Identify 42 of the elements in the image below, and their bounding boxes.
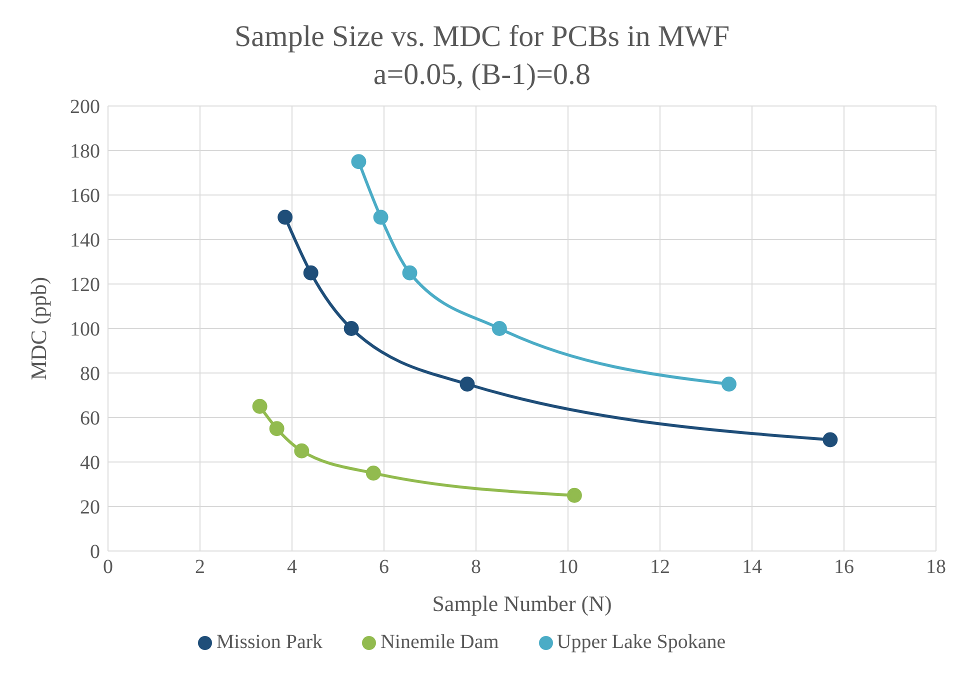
x-tick-label: 12 [650, 556, 670, 578]
point [492, 321, 507, 336]
x-tick-label: 18 [926, 556, 946, 578]
point [351, 154, 366, 170]
legend-label: Ninemile Dam [380, 631, 499, 653]
y-tick-label: 160 [70, 185, 100, 208]
y-tick-label: 180 [70, 140, 100, 163]
point [269, 421, 284, 436]
x-tick-label: 4 [287, 556, 297, 578]
point [366, 466, 381, 481]
y-tick-label: 40 [80, 452, 100, 474]
x-tick-label: 2 [195, 556, 205, 578]
point [373, 210, 388, 225]
legend-label: Upper Lake Spokane [556, 631, 726, 653]
y-tick-label: 80 [80, 363, 100, 386]
legend-label: Mission Park [216, 631, 322, 653]
point [278, 210, 293, 225]
point [822, 432, 838, 448]
chart-subtitle: a=0.05, (B-1)=0.8 [372, 57, 592, 93]
y-axis-title: MDC (ppb) [26, 276, 51, 380]
x-axis-title: Sample Number (N) [432, 591, 612, 616]
point [252, 398, 268, 414]
y-tick-label: 100 [70, 318, 100, 341]
x-tick-label: 6 [379, 556, 389, 578]
y-tick-label: 0 [90, 541, 100, 564]
y-tick-label: 20 [80, 496, 100, 519]
x-tick-label: 8 [471, 556, 481, 578]
x-tick-label: 16 [834, 556, 854, 578]
chart-title: Sample Size vs. MDC for PCBs in MWF [233, 19, 731, 55]
point [722, 376, 736, 392]
y-tick-label: 60 [80, 408, 100, 430]
y-tick-label: 200 [70, 96, 100, 118]
y-tick-label: 120 [70, 274, 100, 296]
x-tick-label: 10 [558, 556, 578, 578]
point [460, 376, 475, 392]
x-tick-label: 14 [742, 556, 762, 578]
point [566, 488, 582, 503]
point [294, 443, 310, 458]
point [303, 265, 318, 280]
point [344, 321, 359, 336]
point [402, 265, 418, 280]
y-tick-label: 140 [70, 230, 100, 252]
